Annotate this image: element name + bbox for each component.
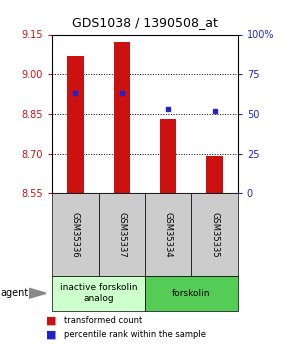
Text: percentile rank within the sample: percentile rank within the sample — [64, 330, 206, 339]
Text: GSM35335: GSM35335 — [210, 212, 219, 257]
Bar — [145, 276, 238, 310]
Text: inactive forskolin
analog: inactive forskolin analog — [60, 283, 137, 303]
Text: ■: ■ — [46, 330, 57, 339]
Bar — [206, 156, 223, 193]
Bar — [52, 193, 99, 276]
Bar — [99, 193, 145, 276]
Text: ■: ■ — [46, 316, 57, 326]
Bar — [145, 193, 191, 276]
Bar — [52, 276, 145, 310]
Text: forskolin: forskolin — [172, 289, 211, 298]
Bar — [114, 42, 130, 193]
Polygon shape — [29, 288, 46, 298]
Text: GSM35334: GSM35334 — [164, 212, 173, 257]
Bar — [191, 193, 238, 276]
Text: GDS1038 / 1390508_at: GDS1038 / 1390508_at — [72, 16, 218, 29]
Bar — [160, 119, 176, 193]
Text: transformed count: transformed count — [64, 316, 142, 325]
Text: GSM35337: GSM35337 — [117, 212, 126, 257]
Text: agent: agent — [1, 288, 29, 298]
Bar — [67, 56, 84, 193]
Text: GSM35336: GSM35336 — [71, 212, 80, 257]
